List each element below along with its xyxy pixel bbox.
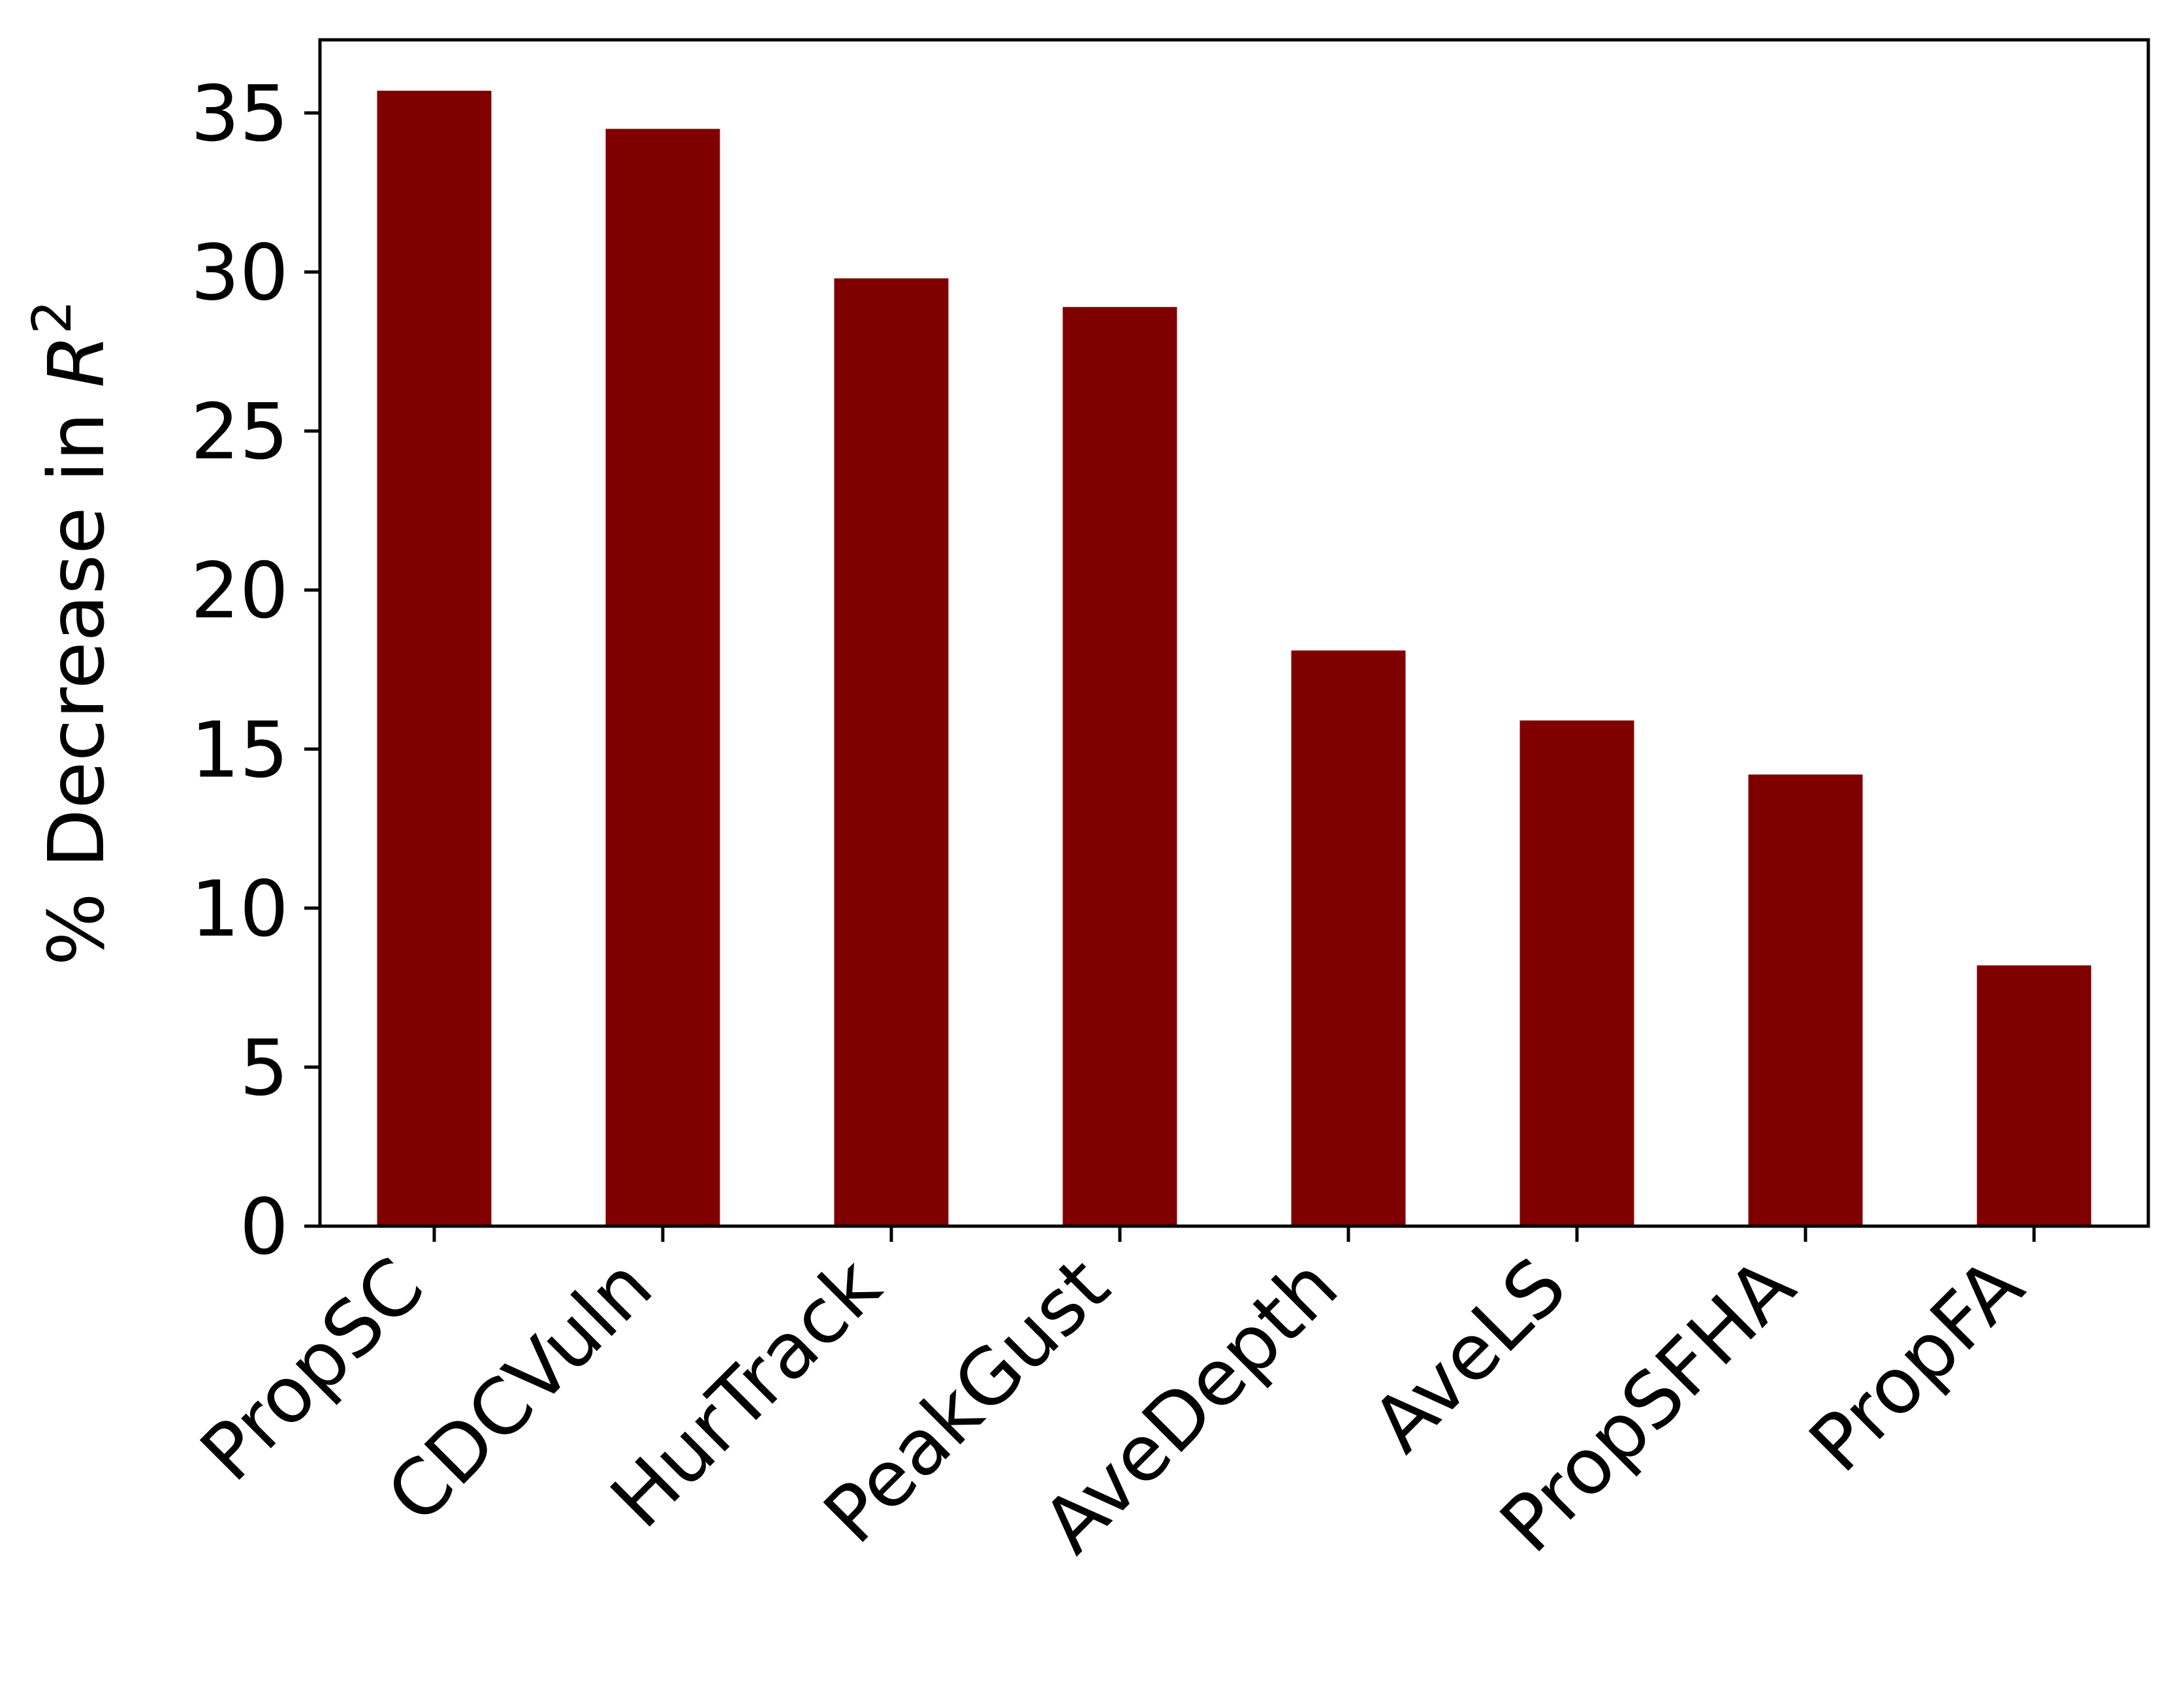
bar-peakgust [1062,307,1177,1227]
y-axis: 0 5 10 15 20 25 30 35 [191,69,320,1272]
bar-propsc [377,90,492,1226]
y-axis-label: % Decrease in R2 [22,300,121,966]
y-tick-label: 25 [191,387,289,477]
y-tick-label: 20 [191,546,289,636]
y-tick-label: 15 [191,704,289,795]
y-tick-label: 0 [240,1182,289,1272]
bars-group [377,90,2092,1227]
bar-hurtrack [834,278,949,1226]
y-axis-label-text: % Decrease in [31,388,121,966]
bar-avels [1519,720,1634,1226]
y-tick-label: 10 [191,864,289,954]
y-tick-label: 30 [191,228,289,318]
bar-propsfha [1748,774,1863,1226]
y-axis-label-superscript: 2 [22,300,84,334]
y-tick-label: 35 [191,69,289,159]
x-tick-label-avels: AveLS [1355,1241,1583,1469]
bar-avedepth [1291,650,1406,1226]
y-axis-label-variable: R [31,334,121,388]
bar-propfa [1977,965,2092,1226]
bar-cdcvuln [605,129,720,1227]
plot-area-frame [318,38,2150,1228]
x-tick-label-propfa: PropFA [1792,1241,2040,1489]
y-tick-label: 5 [240,1022,289,1113]
